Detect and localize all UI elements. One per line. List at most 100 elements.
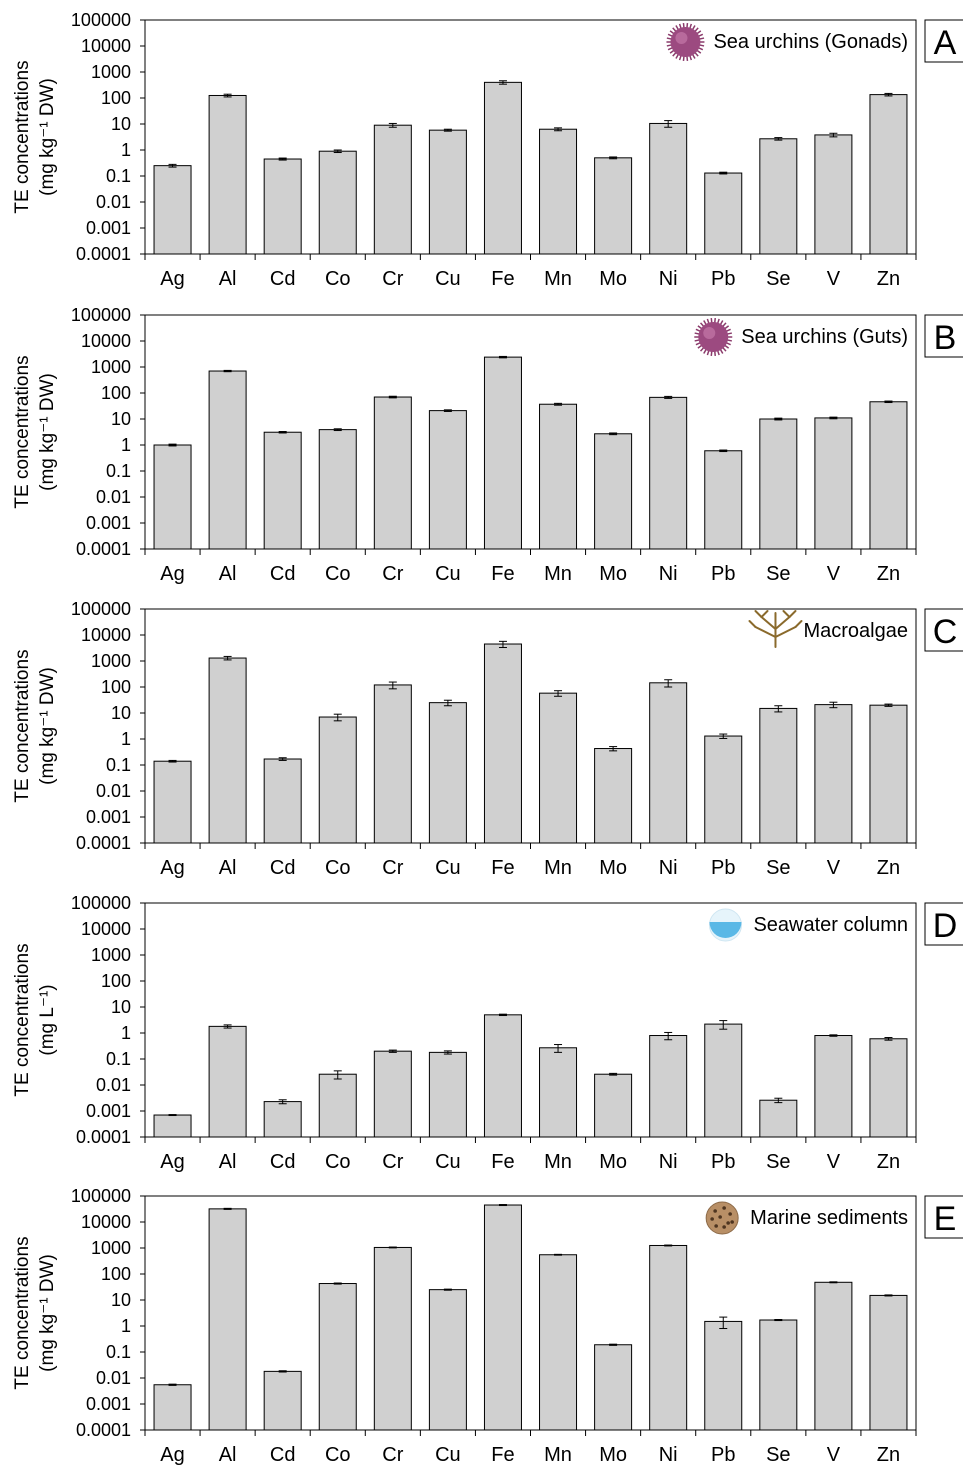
y-axis-label: (mg kg⁻¹ DW) xyxy=(37,373,58,491)
y-tick-label: 1000 xyxy=(91,1238,131,1258)
bar-pb xyxy=(704,172,743,255)
algae-branch xyxy=(760,610,769,618)
y-axis-label: TE concentrations xyxy=(12,355,33,508)
algae-branch xyxy=(774,616,791,630)
bar-pb xyxy=(704,735,743,844)
panel-a: 100000 10000 1000 100 10 1 0.1 0.01 0.001 0.0001 T… xyxy=(12,10,963,290)
panel-title: Seawater column xyxy=(753,914,908,936)
bar-zn xyxy=(869,401,908,550)
bar-cd xyxy=(263,431,302,550)
y-axis-label: (mg L⁻¹) xyxy=(37,984,58,1055)
bar-zn xyxy=(869,1294,908,1431)
category-label: Mn xyxy=(544,857,572,879)
panel-d: 100000 10000 1000 100 10 1 0.1 0.01 0.001 0.0001 T… xyxy=(12,893,963,1173)
panel-b: 100000 10000 1000 100 10 1 0.1 0.01 0.001 0.0001 T… xyxy=(12,305,963,585)
category-label: Mo xyxy=(599,857,627,879)
y-tick-label: 100000 xyxy=(71,10,131,30)
algae-branch xyxy=(794,620,803,628)
category-label: Cu xyxy=(435,1444,461,1465)
category-label: Al xyxy=(219,563,237,585)
y-tick-label: 0.01 xyxy=(96,781,131,801)
category-label: Zn xyxy=(877,563,900,585)
panel-letter: E xyxy=(934,1200,957,1238)
bar-mn xyxy=(539,403,578,550)
y-tick-label: 0.0001 xyxy=(76,539,131,559)
category-label: Ni xyxy=(659,1444,678,1465)
panel-e: 100000 10000 1000 100 10 1 0.1 0.01 0.001 0.0001 T… xyxy=(12,1186,963,1465)
category-label: V xyxy=(827,268,841,290)
y-tick-label: 10000 xyxy=(81,1212,131,1232)
category-label: Pb xyxy=(711,857,735,879)
category-label: Pb xyxy=(711,1444,735,1465)
bar-cu xyxy=(428,129,467,255)
category-label: Ni xyxy=(659,1151,678,1173)
category-label: Cd xyxy=(270,563,296,585)
category-label: Ag xyxy=(160,1444,184,1465)
y-tick-label: 0.0001 xyxy=(76,1127,131,1147)
category-label: Pb xyxy=(711,563,735,585)
category-label: Fe xyxy=(491,563,514,585)
bar-se xyxy=(759,418,798,550)
category-label: V xyxy=(827,857,841,879)
category-label: Cu xyxy=(435,268,461,290)
panel-letter: D xyxy=(933,907,958,945)
bar-ag xyxy=(153,760,192,844)
y-tick-label: 0.1 xyxy=(106,755,131,775)
y-tick-label: 100 xyxy=(101,383,131,403)
bar-se xyxy=(759,1319,798,1431)
bar-al xyxy=(208,1025,247,1138)
category-label: Mo xyxy=(599,1444,627,1465)
bar-fe xyxy=(483,81,522,255)
algae-branch xyxy=(754,626,777,638)
bar-pb xyxy=(704,1320,743,1431)
category-label: Fe xyxy=(491,1151,514,1173)
bar-ni xyxy=(649,396,688,550)
y-tick-label: 1 xyxy=(121,435,131,455)
bar-v xyxy=(814,1281,853,1431)
sediment-grain xyxy=(710,1217,714,1221)
sediment-grain xyxy=(730,1220,734,1224)
y-tick-label: 100 xyxy=(101,1264,131,1284)
category-label: Co xyxy=(325,857,351,879)
category-label: Ag xyxy=(160,563,184,585)
bar-mo xyxy=(594,433,633,550)
bar-cu xyxy=(428,702,467,844)
urchin-highlight xyxy=(703,327,716,339)
panel-letter-box xyxy=(924,608,963,652)
category-label: Cd xyxy=(270,268,296,290)
bar-cr xyxy=(373,1050,412,1138)
y-tick-label: 100000 xyxy=(71,1186,131,1206)
category-label: Mn xyxy=(544,563,572,585)
category-label: Zn xyxy=(877,1444,900,1465)
category-label: Cu xyxy=(435,857,461,879)
category-label: Al xyxy=(219,857,237,879)
bar-cu xyxy=(428,410,467,550)
y-tick-label: 0.001 xyxy=(86,1101,131,1121)
y-tick-label: 0.1 xyxy=(106,461,131,481)
category-label: Cu xyxy=(435,1151,461,1173)
algae-branch xyxy=(782,610,791,618)
bar-co xyxy=(318,716,357,844)
bar-se xyxy=(759,138,798,255)
category-label: Se xyxy=(766,268,790,290)
sea-urchin-icon xyxy=(666,23,705,61)
bar-v xyxy=(814,1035,853,1138)
bar-ni xyxy=(649,1035,688,1138)
y-tick-label: 1000 xyxy=(91,651,131,671)
category-label: Zn xyxy=(877,857,900,879)
urchin-highlight xyxy=(675,32,688,44)
panel-letter: B xyxy=(934,319,957,357)
category-label: Cd xyxy=(270,1151,296,1173)
category-label: Zn xyxy=(877,1151,900,1173)
category-label: Mo xyxy=(599,1151,627,1173)
bar-ag xyxy=(153,444,192,550)
bar-co xyxy=(318,1073,357,1138)
category-label: Se xyxy=(766,1151,790,1173)
category-label: Se xyxy=(766,857,790,879)
y-tick-label: 10 xyxy=(111,703,131,723)
bar-v xyxy=(814,134,853,255)
bar-pb xyxy=(704,1023,743,1138)
category-label: Mo xyxy=(599,563,627,585)
category-label: Cr xyxy=(382,1444,403,1465)
